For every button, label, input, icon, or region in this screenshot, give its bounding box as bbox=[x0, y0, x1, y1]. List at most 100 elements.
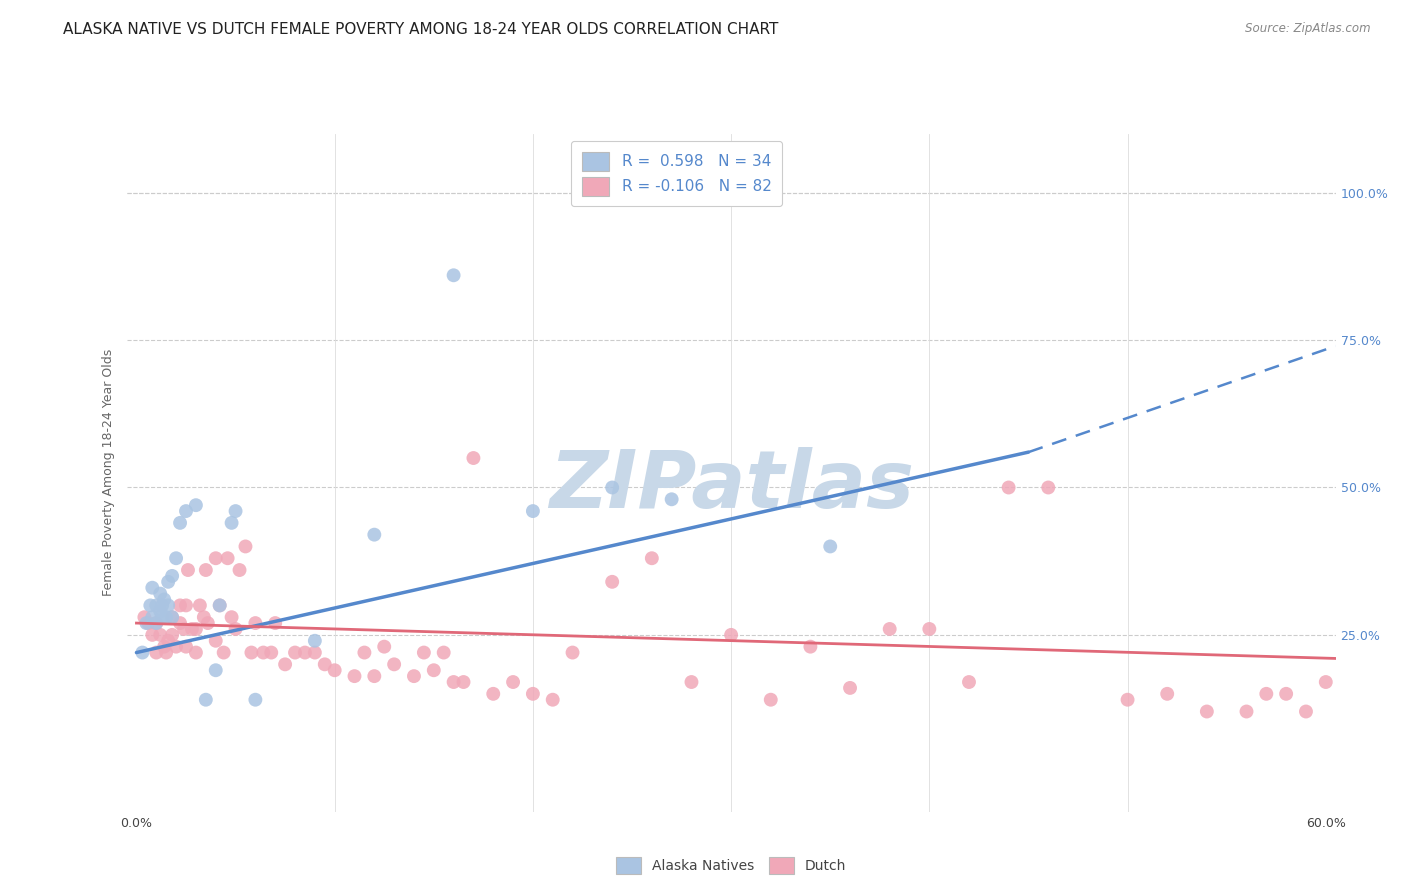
Point bbox=[150, 599, 173, 613]
Point bbox=[1116, 692, 1139, 706]
Point bbox=[149, 604, 172, 618]
Point bbox=[502, 675, 524, 690]
Point bbox=[1256, 687, 1278, 701]
Point bbox=[482, 687, 505, 701]
Point bbox=[522, 504, 544, 518]
Point bbox=[139, 599, 162, 613]
Point bbox=[160, 610, 183, 624]
Point bbox=[141, 581, 163, 595]
Point bbox=[363, 527, 385, 541]
Point bbox=[600, 574, 623, 589]
Text: Source: ZipAtlas.com: Source: ZipAtlas.com bbox=[1246, 22, 1371, 36]
Point bbox=[879, 622, 901, 636]
Point bbox=[221, 610, 243, 624]
Point bbox=[997, 481, 1019, 495]
Point bbox=[145, 616, 167, 631]
Point bbox=[957, 675, 980, 690]
Point bbox=[145, 599, 167, 613]
Point bbox=[165, 640, 187, 654]
Point bbox=[363, 669, 385, 683]
Point bbox=[433, 646, 456, 660]
Point bbox=[135, 616, 157, 631]
Point bbox=[157, 599, 180, 613]
Point bbox=[720, 628, 742, 642]
Point bbox=[1295, 705, 1317, 719]
Point bbox=[681, 675, 703, 690]
Point bbox=[194, 563, 217, 577]
Point bbox=[173, 622, 195, 636]
Legend: Alaska Natives, Dutch: Alaska Natives, Dutch bbox=[610, 851, 852, 880]
Point bbox=[661, 492, 683, 507]
Point bbox=[522, 687, 544, 701]
Point bbox=[323, 663, 346, 677]
Point bbox=[169, 599, 191, 613]
Point bbox=[1156, 687, 1178, 701]
Point bbox=[169, 516, 191, 530]
Point bbox=[818, 540, 841, 554]
Point bbox=[153, 640, 176, 654]
Point bbox=[304, 646, 326, 660]
Point bbox=[149, 628, 172, 642]
Point bbox=[284, 646, 307, 660]
Point bbox=[453, 675, 475, 690]
Point bbox=[918, 622, 941, 636]
Point bbox=[197, 616, 219, 631]
Point bbox=[1195, 705, 1218, 719]
Point bbox=[252, 646, 274, 660]
Point bbox=[155, 610, 177, 624]
Point bbox=[245, 692, 267, 706]
Point bbox=[423, 663, 446, 677]
Point bbox=[169, 616, 191, 631]
Point bbox=[174, 599, 197, 613]
Point bbox=[141, 610, 163, 624]
Point bbox=[402, 669, 425, 683]
Point bbox=[304, 633, 326, 648]
Point bbox=[373, 640, 395, 654]
Point bbox=[134, 610, 156, 624]
Point bbox=[208, 599, 231, 613]
Point bbox=[412, 646, 434, 660]
Text: ZIPatlas: ZIPatlas bbox=[548, 447, 914, 525]
Point bbox=[225, 622, 247, 636]
Point bbox=[138, 616, 160, 631]
Point bbox=[194, 692, 217, 706]
Point bbox=[160, 610, 183, 624]
Point bbox=[131, 646, 153, 660]
Point bbox=[641, 551, 664, 566]
Point bbox=[160, 628, 183, 642]
Point bbox=[153, 592, 176, 607]
Point bbox=[382, 657, 405, 672]
Point bbox=[141, 628, 163, 642]
Point bbox=[165, 551, 187, 566]
Point bbox=[221, 516, 243, 530]
Point bbox=[463, 450, 485, 465]
Point bbox=[184, 646, 207, 660]
Point bbox=[155, 646, 177, 660]
Point bbox=[184, 498, 207, 512]
Text: ALASKA NATIVE VS DUTCH FEMALE POVERTY AMONG 18-24 YEAR OLDS CORRELATION CHART: ALASKA NATIVE VS DUTCH FEMALE POVERTY AM… bbox=[63, 22, 779, 37]
Point bbox=[759, 692, 782, 706]
Point bbox=[274, 657, 297, 672]
Point bbox=[181, 622, 204, 636]
Point bbox=[145, 646, 167, 660]
Point bbox=[204, 663, 226, 677]
Point bbox=[149, 586, 172, 600]
Point bbox=[235, 540, 257, 554]
Point bbox=[217, 551, 239, 566]
Point bbox=[294, 646, 316, 660]
Y-axis label: Female Poverty Among 18-24 Year Olds: Female Poverty Among 18-24 Year Olds bbox=[103, 349, 115, 597]
Point bbox=[212, 646, 235, 660]
Point bbox=[260, 646, 283, 660]
Point bbox=[1315, 675, 1337, 690]
Point bbox=[208, 599, 231, 613]
Point bbox=[343, 669, 366, 683]
Point bbox=[150, 610, 173, 624]
Point bbox=[157, 574, 180, 589]
Point bbox=[184, 622, 207, 636]
Point bbox=[314, 657, 336, 672]
Point bbox=[225, 504, 247, 518]
Point bbox=[193, 610, 215, 624]
Point bbox=[204, 633, 226, 648]
Point bbox=[177, 563, 200, 577]
Point bbox=[145, 616, 167, 631]
